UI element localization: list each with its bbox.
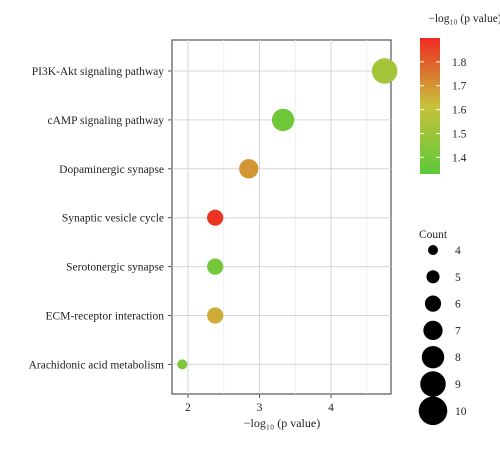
y-tick-label: cAMP signaling pathway: [48, 115, 165, 127]
size-legend-circle: [424, 295, 442, 312]
data-point: [177, 359, 188, 370]
size-legend-circle: [428, 245, 438, 255]
data-point: [371, 58, 398, 84]
size-legend-label: 4: [455, 245, 461, 257]
y-tick-label: Dopaminergic synapse: [59, 164, 164, 176]
y-tick-label: Arachidonic acid metabolism: [29, 359, 164, 371]
color-bar-tick-label: 1.4: [452, 152, 467, 164]
x-tick-label: 3: [257, 402, 263, 414]
size-legend-label: 6: [455, 299, 461, 311]
x-tick-label: 2: [185, 402, 191, 414]
color-bar: [420, 38, 440, 174]
size-legend-title: Count: [419, 229, 448, 241]
color-legend: −log₁₀ (p value) 1.4 1.5 1.6 1.7 1.8: [420, 13, 500, 174]
size-legend-circle: [420, 371, 446, 397]
color-legend-title: −log₁₀ (p value): [428, 13, 500, 25]
size-legend: Count 4 5 6 7 8 9 10: [418, 229, 467, 426]
size-legend-label: 9: [455, 379, 461, 391]
data-points: [177, 58, 398, 370]
data-point: [271, 108, 295, 132]
data-point: [207, 258, 224, 275]
color-bar-ticks: 1.4 1.5 1.6 1.7 1.8: [420, 57, 467, 164]
size-legend-label: 5: [455, 272, 461, 284]
y-axis-ticks: PI3K-Akt signaling pathway cAMP signaling…: [29, 66, 172, 371]
size-legend-circle: [423, 320, 443, 341]
size-legend-entries: 4 5 6 7 8 9 10: [418, 245, 467, 426]
size-legend-circle: [426, 270, 440, 284]
size-legend-label: 7: [455, 325, 461, 337]
x-axis-ticks: 2 3 4: [185, 394, 334, 414]
x-axis-title: −log₁₀ (p value): [244, 416, 320, 430]
color-bar-tick-label: 1.6: [452, 105, 467, 117]
size-legend-label: 10: [455, 406, 467, 418]
y-tick-label: Serotonergic synapse: [66, 262, 164, 274]
color-bar-tick-label: 1.5: [452, 128, 467, 140]
color-bar-tick-label: 1.7: [452, 81, 467, 93]
x-tick-label: 4: [328, 402, 334, 414]
y-tick-label: Synaptic vesicle cycle: [62, 213, 164, 225]
size-legend-label: 8: [455, 352, 461, 364]
y-tick-label: ECM-receptor interaction: [46, 311, 165, 323]
y-tick-label: PI3K-Akt signaling pathway: [32, 66, 164, 78]
data-point: [239, 159, 259, 179]
color-bar-tick-label: 1.8: [452, 57, 467, 69]
data-point: [207, 209, 224, 226]
plot-panel: [171, 39, 392, 395]
size-legend-circle: [418, 396, 448, 426]
data-point: [207, 307, 224, 324]
size-legend-circle: [421, 346, 445, 369]
